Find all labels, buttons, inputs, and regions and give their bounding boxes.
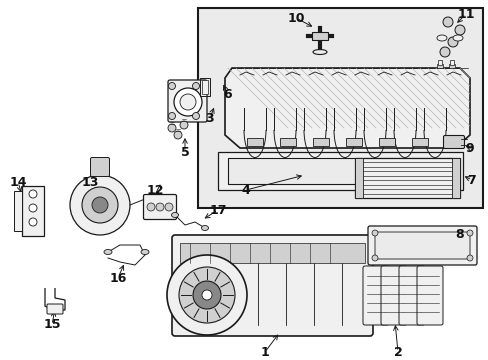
Circle shape [180, 121, 187, 129]
Ellipse shape [201, 225, 208, 230]
Circle shape [439, 47, 449, 57]
Circle shape [147, 203, 155, 211]
Text: 4: 4 [241, 184, 250, 197]
Circle shape [454, 25, 464, 35]
Text: 5: 5 [180, 145, 189, 158]
Text: 14: 14 [9, 175, 27, 189]
Circle shape [164, 203, 173, 211]
Circle shape [447, 37, 457, 47]
Circle shape [168, 82, 175, 90]
Circle shape [179, 267, 235, 323]
Text: 9: 9 [465, 141, 473, 154]
Circle shape [156, 203, 163, 211]
Text: 10: 10 [286, 12, 304, 24]
Text: 17: 17 [209, 203, 226, 216]
Circle shape [192, 112, 199, 120]
FancyBboxPatch shape [168, 80, 206, 122]
Ellipse shape [171, 212, 178, 217]
FancyBboxPatch shape [416, 266, 442, 325]
Circle shape [202, 290, 212, 300]
Bar [200, 78, 209, 96]
FancyBboxPatch shape [362, 266, 388, 325]
Bar [22, 186, 44, 236]
Circle shape [466, 255, 472, 261]
Circle shape [180, 94, 196, 110]
Circle shape [70, 175, 130, 235]
Circle shape [92, 197, 108, 213]
Circle shape [167, 255, 246, 335]
Bar [436, 64, 442, 68]
Circle shape [174, 88, 202, 116]
FancyBboxPatch shape [143, 194, 176, 220]
Bar [378, 138, 394, 146]
Bar [312, 138, 328, 146]
Bar [180, 243, 364, 263]
Bar [246, 138, 263, 146]
Ellipse shape [104, 249, 112, 255]
Text: 11: 11 [456, 8, 474, 21]
FancyBboxPatch shape [443, 135, 464, 148]
Text: 1: 1 [260, 346, 269, 359]
Bar [198, 8, 482, 208]
Circle shape [371, 255, 377, 261]
Circle shape [466, 230, 472, 236]
Circle shape [442, 17, 452, 27]
FancyBboxPatch shape [398, 266, 424, 325]
Bar [311, 32, 327, 40]
Ellipse shape [436, 35, 446, 41]
FancyBboxPatch shape [380, 266, 406, 325]
Bar [14, 191, 22, 231]
Text: 15: 15 [43, 319, 61, 332]
Ellipse shape [141, 249, 149, 255]
Bar [437, 60, 441, 65]
Bar [451, 158, 459, 198]
Text: 3: 3 [205, 112, 214, 125]
Bar [411, 138, 427, 146]
Text: 7: 7 [467, 174, 475, 186]
Circle shape [82, 187, 118, 223]
FancyBboxPatch shape [47, 304, 63, 314]
Text: 8: 8 [455, 229, 464, 242]
Circle shape [174, 131, 182, 139]
Text: 13: 13 [81, 176, 99, 189]
Bar [218, 152, 462, 190]
Ellipse shape [452, 35, 462, 41]
Bar [449, 60, 453, 65]
Circle shape [168, 124, 176, 132]
Bar [354, 158, 362, 198]
Circle shape [29, 218, 37, 226]
Text: 12: 12 [146, 184, 163, 197]
FancyBboxPatch shape [90, 158, 109, 176]
Circle shape [29, 204, 37, 212]
Circle shape [29, 190, 37, 198]
Bar [280, 138, 295, 146]
FancyBboxPatch shape [374, 232, 469, 259]
Text: 2: 2 [393, 346, 402, 359]
Circle shape [193, 281, 221, 309]
Circle shape [192, 82, 199, 90]
Bar [354, 158, 459, 198]
Bar [448, 64, 454, 68]
Circle shape [168, 112, 175, 120]
Bar [202, 80, 207, 94]
Bar [346, 138, 361, 146]
Polygon shape [224, 68, 469, 148]
Text: 16: 16 [109, 271, 126, 284]
FancyBboxPatch shape [172, 235, 372, 336]
Text: 6: 6 [223, 89, 232, 102]
Bar [227, 158, 452, 184]
FancyBboxPatch shape [367, 226, 476, 265]
Circle shape [371, 230, 377, 236]
